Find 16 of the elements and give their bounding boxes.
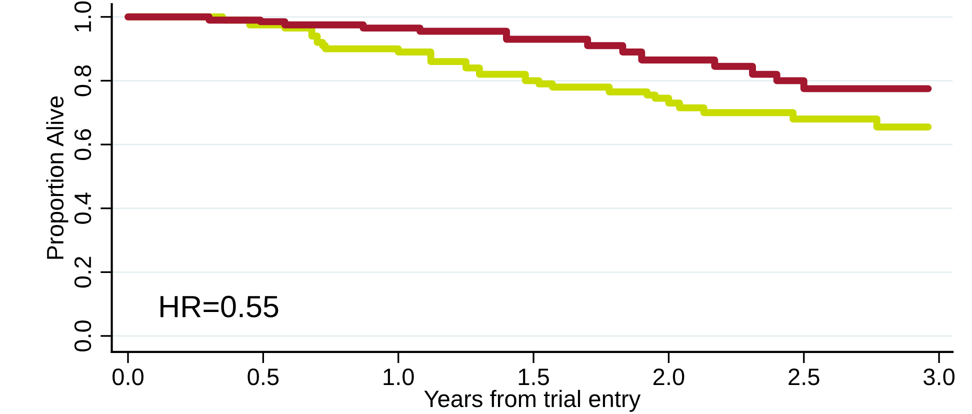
y-tick-label: 0.4 <box>74 192 92 224</box>
y-tick-label: 0.0 <box>74 320 92 352</box>
x-tick-label: 0.5 <box>248 368 279 386</box>
x-tick-label: 1.5 <box>518 368 549 386</box>
y-tick-label: 0.8 <box>74 65 92 96</box>
y-tick-label: 0.6 <box>74 129 92 160</box>
x-tick-label: 3.0 <box>924 368 955 386</box>
y-tick-label: 1.0 <box>74 1 92 32</box>
x-tick-label: 0.0 <box>112 368 144 386</box>
x-tick-label: 2.0 <box>653 368 684 386</box>
x-tick-label: 1.0 <box>384 368 414 386</box>
y-tick-label: 0.2 <box>74 256 92 288</box>
x-tick-label: 2.5 <box>788 368 820 386</box>
annotation: HR=0.55 <box>160 296 278 318</box>
x-axis-title: Years from trial entry <box>424 390 641 412</box>
y-axis-title: Proportion Alive <box>46 96 68 259</box>
